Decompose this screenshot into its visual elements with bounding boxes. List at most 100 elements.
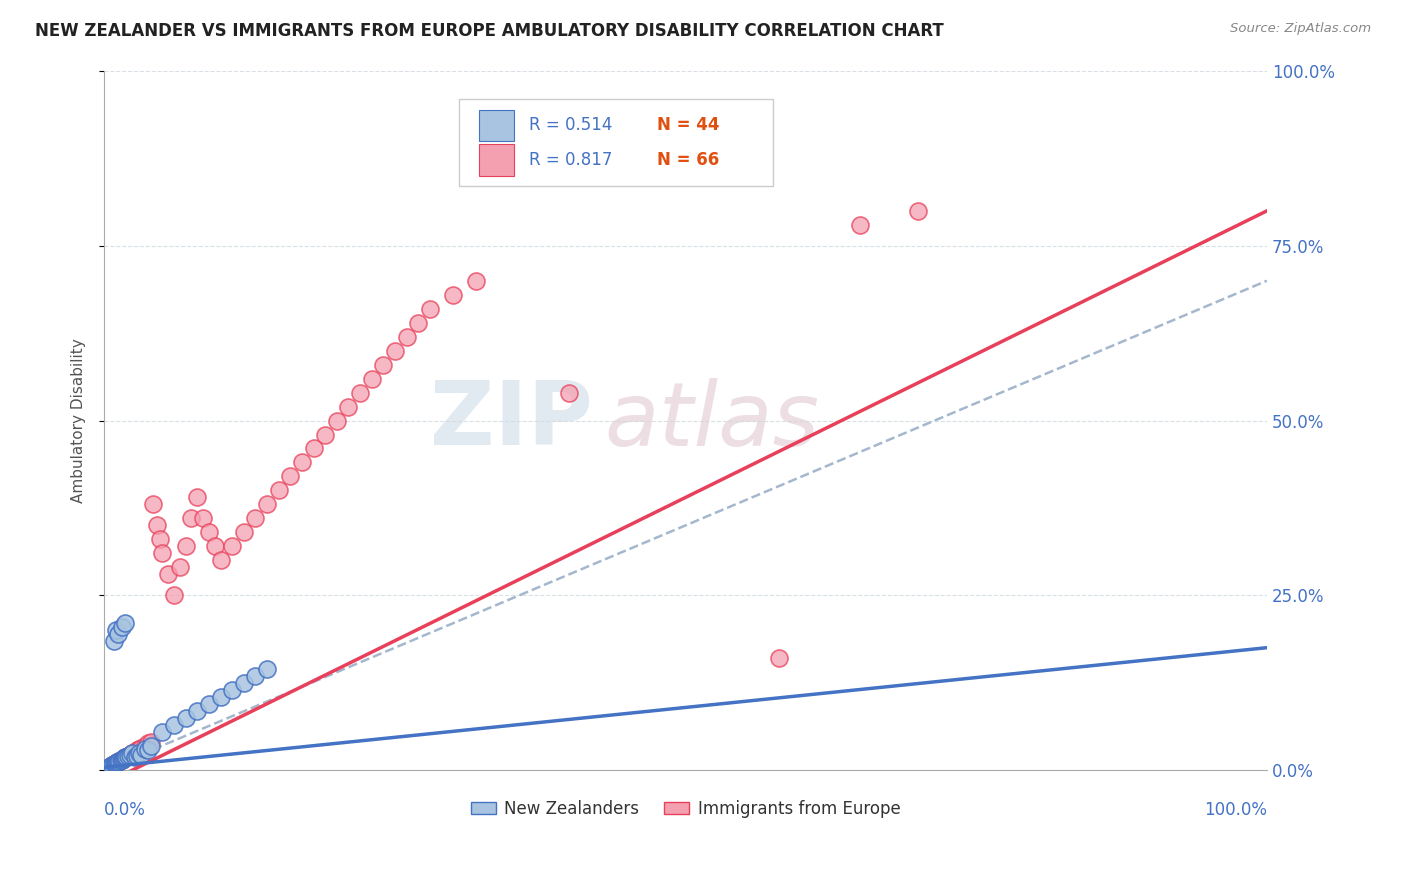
Bar xyxy=(478,110,513,141)
Text: 0.0%: 0.0% xyxy=(104,801,146,820)
Point xyxy=(384,343,406,358)
Point xyxy=(406,316,429,330)
Point xyxy=(114,616,136,631)
Point xyxy=(267,483,290,498)
Point xyxy=(98,759,121,773)
Point xyxy=(111,752,134,766)
Point xyxy=(152,546,174,560)
Point xyxy=(111,620,134,634)
Point xyxy=(145,518,167,533)
Point xyxy=(174,539,197,553)
Point xyxy=(232,525,254,540)
Text: N = 44: N = 44 xyxy=(657,116,718,134)
Point xyxy=(138,743,160,757)
Point xyxy=(107,755,129,769)
Point xyxy=(117,749,139,764)
Point xyxy=(115,749,138,764)
Point xyxy=(198,525,221,540)
Point xyxy=(107,755,129,769)
Point xyxy=(278,469,301,483)
Point xyxy=(108,754,131,768)
Point xyxy=(104,756,127,771)
Text: atlas: atlas xyxy=(605,377,820,464)
Point xyxy=(112,751,135,765)
Point xyxy=(112,751,135,765)
Point xyxy=(103,633,125,648)
Point xyxy=(97,761,120,775)
Point xyxy=(139,739,162,753)
Point xyxy=(104,756,127,771)
Point xyxy=(101,758,124,772)
Point xyxy=(373,358,395,372)
Point xyxy=(117,749,139,764)
Point xyxy=(125,743,148,757)
Point xyxy=(111,752,134,766)
Point xyxy=(107,626,129,640)
Point xyxy=(121,746,143,760)
Point xyxy=(128,746,150,760)
Text: R = 0.817: R = 0.817 xyxy=(529,151,612,169)
Point xyxy=(314,427,336,442)
Text: NEW ZEALANDER VS IMMIGRANTS FROM EUROPE AMBULATORY DISABILITY CORRELATION CHART: NEW ZEALANDER VS IMMIGRANTS FROM EUROPE … xyxy=(35,22,943,40)
Point xyxy=(111,752,134,766)
Point xyxy=(104,624,127,638)
Point xyxy=(209,690,232,704)
Point xyxy=(131,740,153,755)
Point xyxy=(163,588,186,602)
Y-axis label: Ambulatory Disability: Ambulatory Disability xyxy=(72,338,86,503)
Point xyxy=(326,413,349,427)
Point xyxy=(291,455,314,469)
Point xyxy=(97,761,120,775)
Point xyxy=(110,753,132,767)
Text: N = 66: N = 66 xyxy=(657,151,718,169)
Point xyxy=(232,675,254,690)
Point xyxy=(114,750,136,764)
Point xyxy=(465,274,488,288)
Point xyxy=(103,757,125,772)
Text: Source: ZipAtlas.com: Source: ZipAtlas.com xyxy=(1230,22,1371,36)
Point xyxy=(105,756,128,770)
Point xyxy=(118,747,141,762)
Point xyxy=(849,218,872,232)
Point xyxy=(115,749,138,764)
Point xyxy=(221,682,243,697)
Point xyxy=(105,756,128,770)
Point xyxy=(395,329,418,343)
Point xyxy=(157,567,180,582)
Point xyxy=(138,736,160,750)
Point xyxy=(128,742,150,756)
Point xyxy=(125,749,148,764)
Point xyxy=(186,704,208,718)
Point xyxy=(245,668,267,682)
Point xyxy=(98,759,121,773)
Point xyxy=(134,742,156,756)
Point xyxy=(169,560,191,574)
Point xyxy=(256,662,278,676)
Point xyxy=(245,511,267,525)
Text: R = 0.514: R = 0.514 xyxy=(529,116,612,134)
Point xyxy=(174,710,197,724)
Point xyxy=(134,739,156,753)
Point xyxy=(114,750,136,764)
Point xyxy=(209,553,232,567)
Point xyxy=(100,759,122,773)
Point xyxy=(108,754,131,768)
Point xyxy=(256,497,278,511)
Point xyxy=(191,511,214,525)
Point xyxy=(97,760,120,774)
Point xyxy=(121,746,143,760)
Point xyxy=(360,371,382,385)
Text: ZIP: ZIP xyxy=(430,377,592,464)
Point xyxy=(110,753,132,767)
Point xyxy=(337,400,360,414)
Point xyxy=(419,301,441,316)
Point xyxy=(104,756,127,770)
Point xyxy=(149,533,172,547)
Text: 100.0%: 100.0% xyxy=(1204,801,1267,820)
Point xyxy=(101,758,124,772)
Point xyxy=(124,750,146,764)
Point xyxy=(124,745,146,759)
Point xyxy=(104,756,127,770)
Point xyxy=(907,203,929,218)
Point xyxy=(103,757,125,772)
